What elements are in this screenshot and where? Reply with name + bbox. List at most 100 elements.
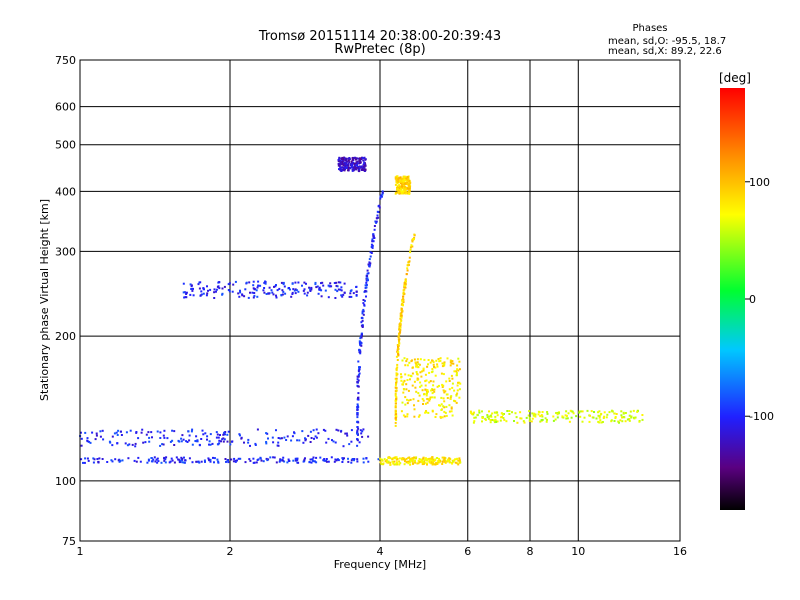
data-point — [445, 380, 448, 383]
data-point — [380, 458, 383, 461]
data-point — [422, 460, 425, 463]
data-point — [312, 456, 315, 459]
data-point — [309, 290, 312, 292]
data-point — [365, 279, 368, 282]
data-point — [569, 409, 572, 412]
data-point — [489, 419, 492, 421]
data-point — [343, 282, 346, 285]
data-point — [407, 178, 410, 180]
data-point — [282, 283, 285, 286]
data-point — [208, 440, 211, 443]
data-point — [396, 180, 399, 183]
x-tick-label: 2 — [227, 545, 234, 558]
data-point — [409, 181, 411, 184]
data-point — [581, 420, 584, 423]
data-point — [206, 285, 208, 288]
data-point — [610, 419, 613, 422]
data-point — [291, 291, 294, 294]
data-point — [419, 371, 422, 374]
data-point — [628, 414, 631, 417]
data-point — [409, 458, 412, 460]
data-point — [557, 412, 560, 415]
data-point — [399, 326, 402, 329]
data-point — [255, 289, 258, 292]
data-point — [156, 457, 159, 460]
data-point — [395, 380, 398, 383]
data-point — [426, 458, 429, 461]
data-point — [401, 184, 404, 187]
data-point — [199, 281, 202, 284]
data-point — [421, 389, 424, 392]
data-point — [528, 416, 531, 419]
data-point — [202, 287, 205, 290]
data-point — [405, 273, 408, 276]
data-point — [185, 291, 188, 294]
data-point — [334, 288, 337, 291]
data-point — [365, 457, 368, 460]
data-point — [314, 283, 317, 286]
data-point — [342, 445, 345, 448]
data-point — [182, 282, 185, 285]
data-point — [395, 369, 398, 372]
data-point — [209, 443, 212, 446]
data-point — [183, 456, 185, 459]
data-point — [163, 457, 166, 460]
data-point — [422, 457, 425, 460]
data-point — [206, 435, 209, 438]
data-point — [445, 414, 448, 417]
data-point — [306, 294, 309, 297]
data-point — [198, 444, 201, 447]
data-point — [126, 444, 129, 447]
data-point — [457, 369, 460, 372]
data-point — [383, 458, 386, 461]
data-point — [473, 411, 475, 414]
data-point — [358, 372, 361, 375]
data-point — [405, 179, 408, 182]
data-point — [403, 178, 405, 181]
data-point — [206, 438, 208, 441]
data-point — [402, 191, 405, 194]
data-point — [440, 403, 443, 406]
data-point — [325, 441, 328, 444]
data-point — [376, 214, 379, 217]
data-point — [252, 280, 255, 283]
x-tick-label: 4 — [377, 545, 384, 558]
data-point — [500, 412, 503, 415]
data-point — [356, 408, 359, 411]
data-point — [450, 395, 453, 398]
data-point — [372, 233, 375, 236]
stats-line-o: mean, sd,O: -95.5, 18.7 — [608, 36, 726, 47]
data-point — [340, 170, 343, 172]
data-point — [366, 275, 369, 277]
data-point — [113, 432, 116, 435]
data-point — [446, 357, 449, 360]
data-point — [272, 441, 275, 444]
data-point — [153, 456, 156, 459]
data-point — [395, 355, 398, 358]
data-point — [395, 399, 398, 402]
data-point — [613, 420, 616, 422]
data-point — [455, 394, 458, 397]
data-point — [428, 399, 431, 402]
data-point — [395, 414, 398, 417]
data-point — [253, 292, 256, 294]
data-point — [539, 415, 542, 418]
data-point — [363, 303, 366, 306]
data-point — [343, 457, 345, 460]
data-point — [351, 157, 354, 159]
data-point — [290, 295, 293, 298]
data-point — [350, 461, 353, 464]
data-point — [361, 157, 364, 160]
data-point — [427, 363, 429, 366]
data-point — [423, 358, 426, 361]
data-point — [111, 444, 114, 447]
data-point — [418, 363, 421, 366]
data-point — [496, 420, 499, 423]
data-point — [393, 460, 396, 463]
data-point — [222, 433, 225, 436]
data-point — [289, 288, 291, 291]
data-point — [93, 458, 96, 461]
data-point — [431, 389, 434, 392]
data-point — [190, 288, 193, 290]
